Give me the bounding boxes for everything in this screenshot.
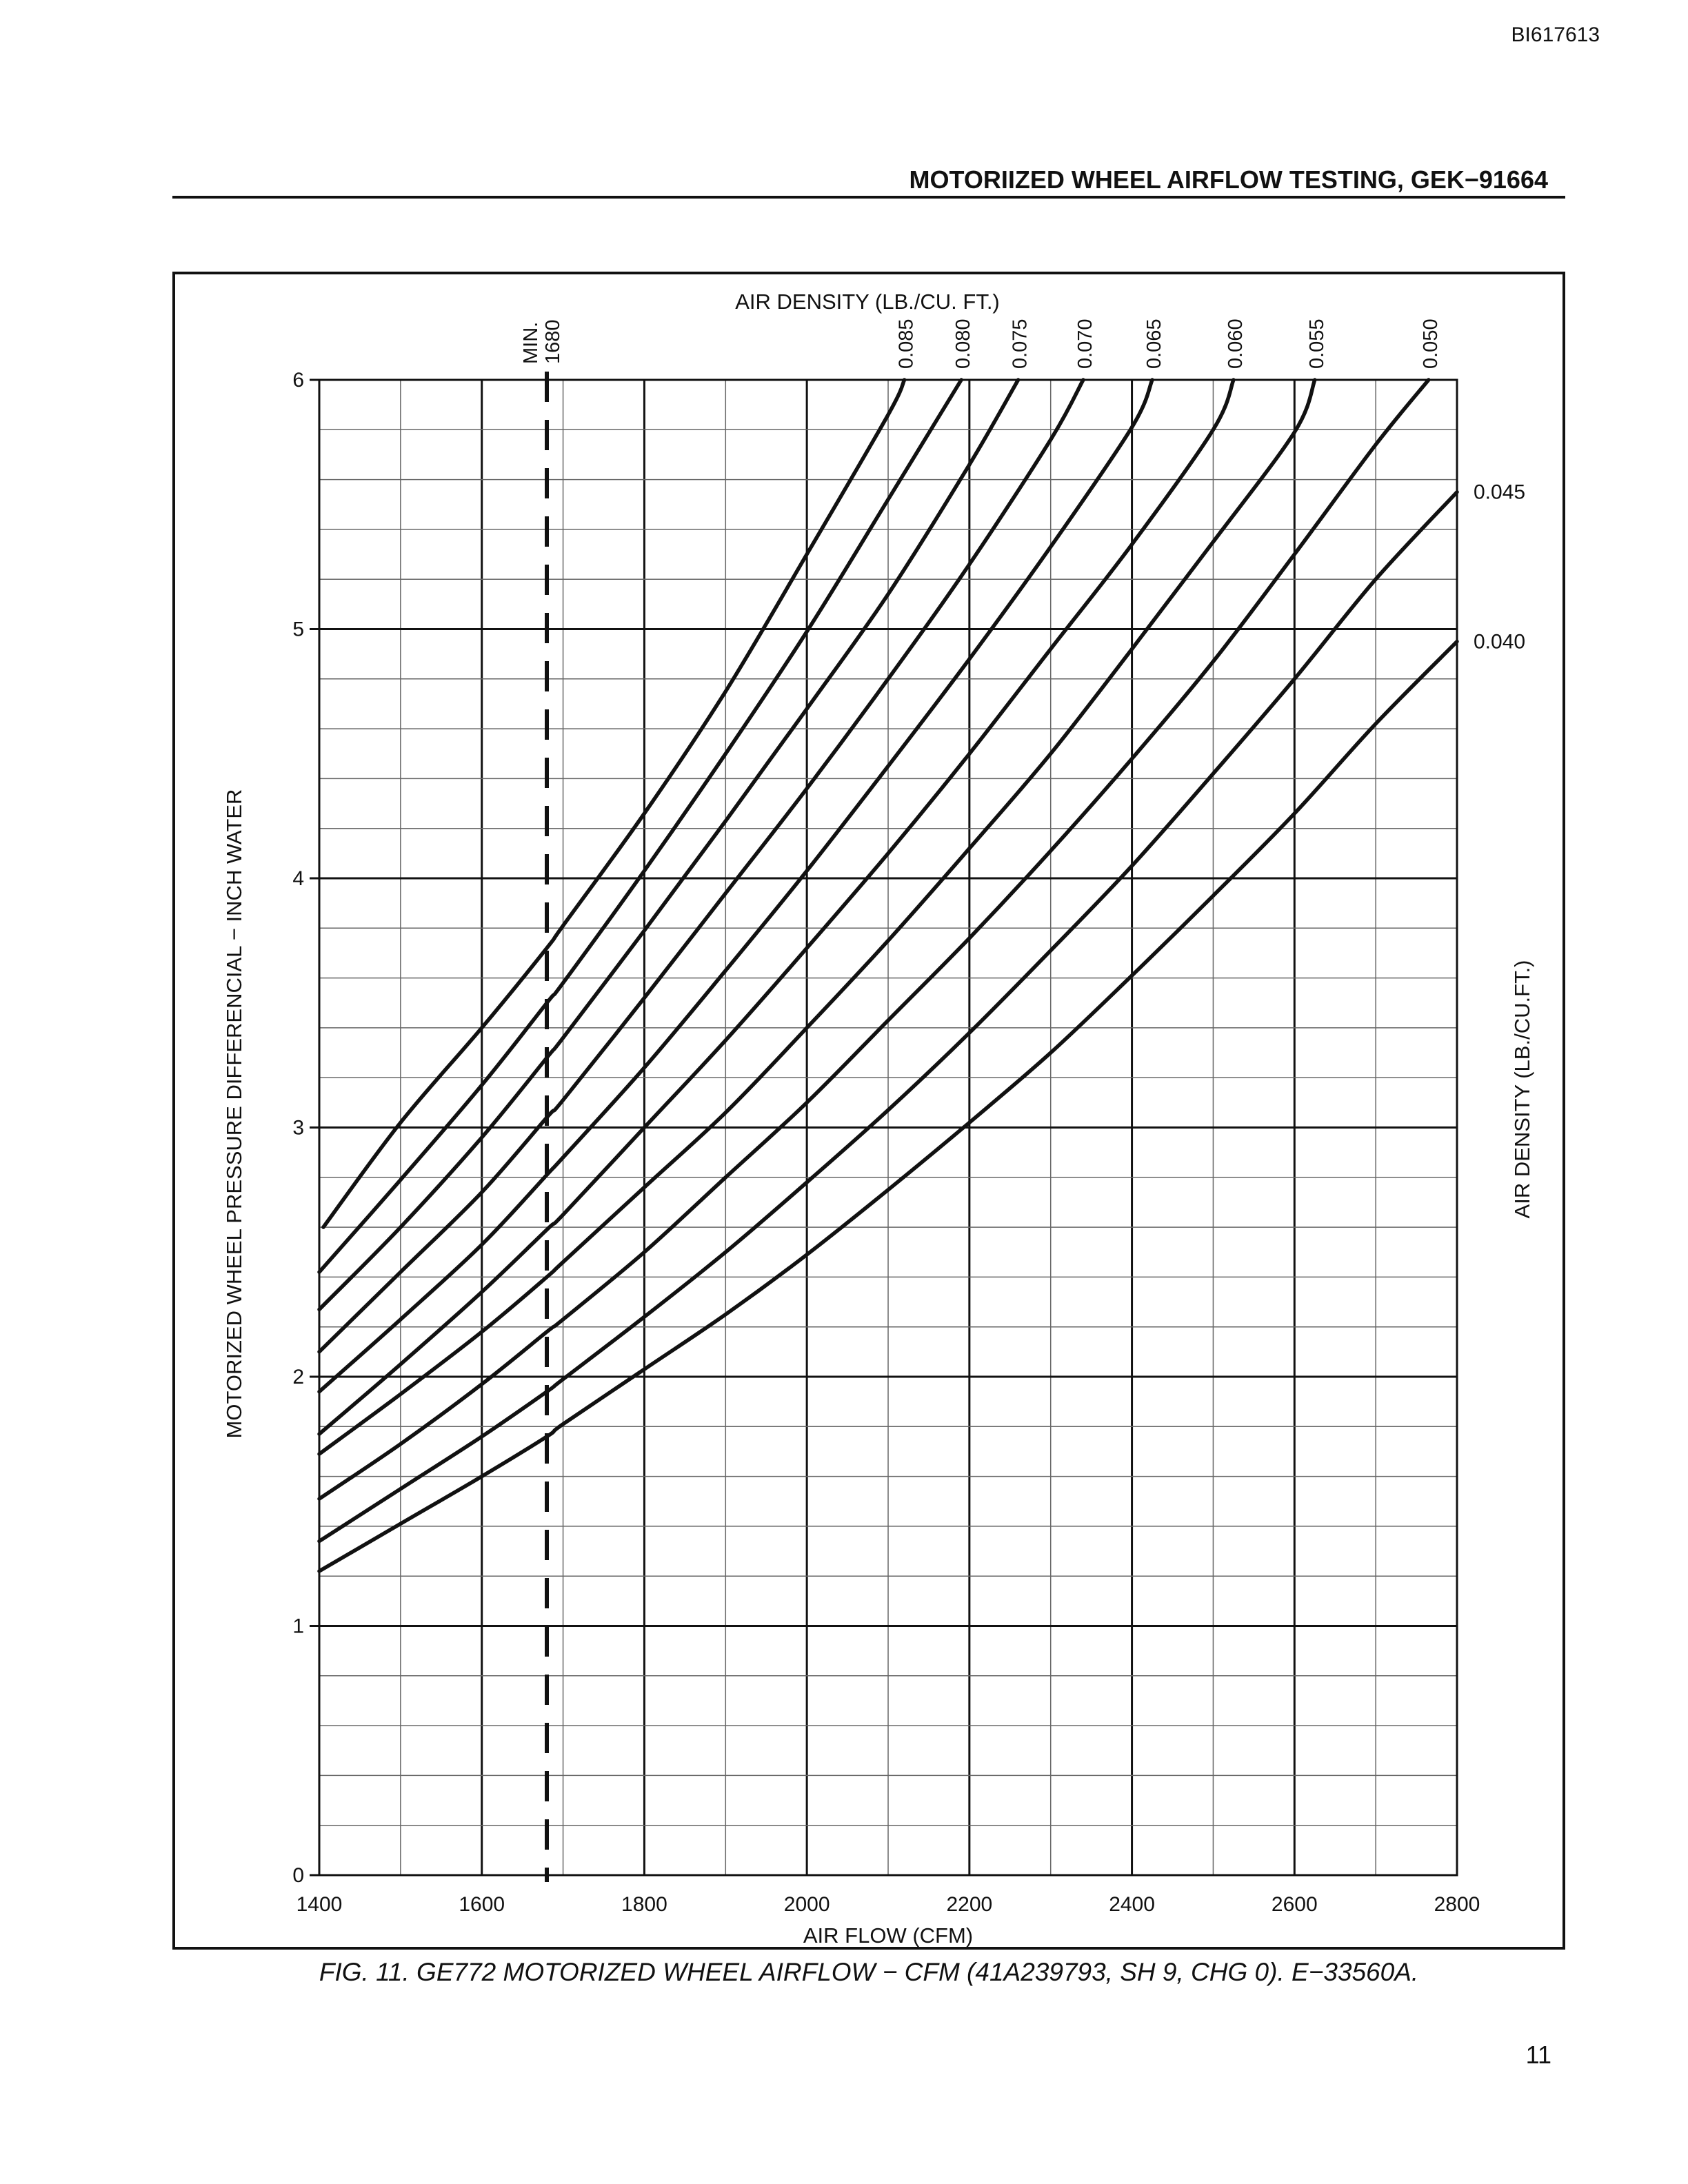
series-label: 0.070 xyxy=(1074,318,1096,369)
document-id: BI617613 xyxy=(1511,23,1600,46)
series-label: 0.050 xyxy=(1420,318,1442,369)
density-curve-0.045 xyxy=(317,489,1459,1544)
series-label: 0.055 xyxy=(1306,318,1328,369)
section-header-title: MOTORIIZED WHEEL AIRFLOW TESTING, GEK−91… xyxy=(909,165,1548,194)
density-curve-0.065 xyxy=(317,378,1154,1394)
top-axis-title: AIR DENSITY (LB./CU. FT.) xyxy=(735,290,1000,314)
figure-caption: FIG. 11. GE772 MOTORIZED WHEEL AIRFLOW −… xyxy=(319,1958,1419,1986)
density-curve-0.070 xyxy=(317,378,1085,1354)
x-tick-label: 2800 xyxy=(1434,1893,1480,1916)
x-tick-label: 1800 xyxy=(621,1893,667,1916)
density-curve-0.080 xyxy=(317,378,963,1274)
density-curve-0.060 xyxy=(317,378,1236,1436)
series-label: 0.065 xyxy=(1143,318,1165,369)
y-tick-label: 4 xyxy=(292,867,304,890)
axes xyxy=(310,378,1458,1877)
y-tick-label: 6 xyxy=(292,369,304,392)
x-tick-label: 2600 xyxy=(1272,1893,1318,1916)
density-curve-0.055 xyxy=(317,378,1317,1456)
series-label: 0.045 xyxy=(1474,481,1525,504)
x-tick-label: 2400 xyxy=(1109,1893,1155,1916)
x-tick-label: 1400 xyxy=(297,1893,343,1916)
y-tick-label: 1 xyxy=(292,1615,304,1638)
x-tick-label: 2000 xyxy=(784,1893,830,1916)
y-axis-title: MOTORIZED WHEEL PRESSURE DIFFERENCIAL − … xyxy=(222,789,246,1439)
y-tick-label: 3 xyxy=(292,1117,304,1140)
page-number: 11 xyxy=(1525,2041,1551,2069)
y-tick-label: 5 xyxy=(292,618,304,641)
density-curve-0.040 xyxy=(317,639,1459,1573)
y-tick-label: 0 xyxy=(292,1864,304,1887)
series-label: 0.075 xyxy=(1009,318,1032,369)
min-airflow-label-1: MIN. xyxy=(520,322,542,364)
right-axis-title: AIR DENSITY (LB./CU.FT.) xyxy=(1510,960,1534,1219)
chart-frame xyxy=(172,272,1565,1950)
series-label: 0.040 xyxy=(1474,631,1525,654)
min-airflow-label-2: 1680 xyxy=(542,319,564,364)
series-label: 0.085 xyxy=(896,318,918,369)
density-curve-0.075 xyxy=(317,378,1021,1312)
header-rule xyxy=(172,196,1565,199)
series-label: 0.080 xyxy=(952,318,974,369)
x-tick-label: 1600 xyxy=(459,1893,505,1916)
labels: 1400 1600 1800 2000 2200 2400 2600 2800 0 1 2 3 4 5 6 A… xyxy=(222,290,1534,1948)
y-tick-label: 2 xyxy=(292,1366,304,1388)
x-axis-title: AIR FLOW (CFM) xyxy=(803,1923,973,1948)
series xyxy=(317,372,1459,1882)
series-label: 0.060 xyxy=(1225,318,1247,369)
density-curve-0.085 xyxy=(321,378,907,1229)
x-tick-label: 2200 xyxy=(946,1893,992,1916)
density-curve-0.050 xyxy=(317,378,1431,1501)
